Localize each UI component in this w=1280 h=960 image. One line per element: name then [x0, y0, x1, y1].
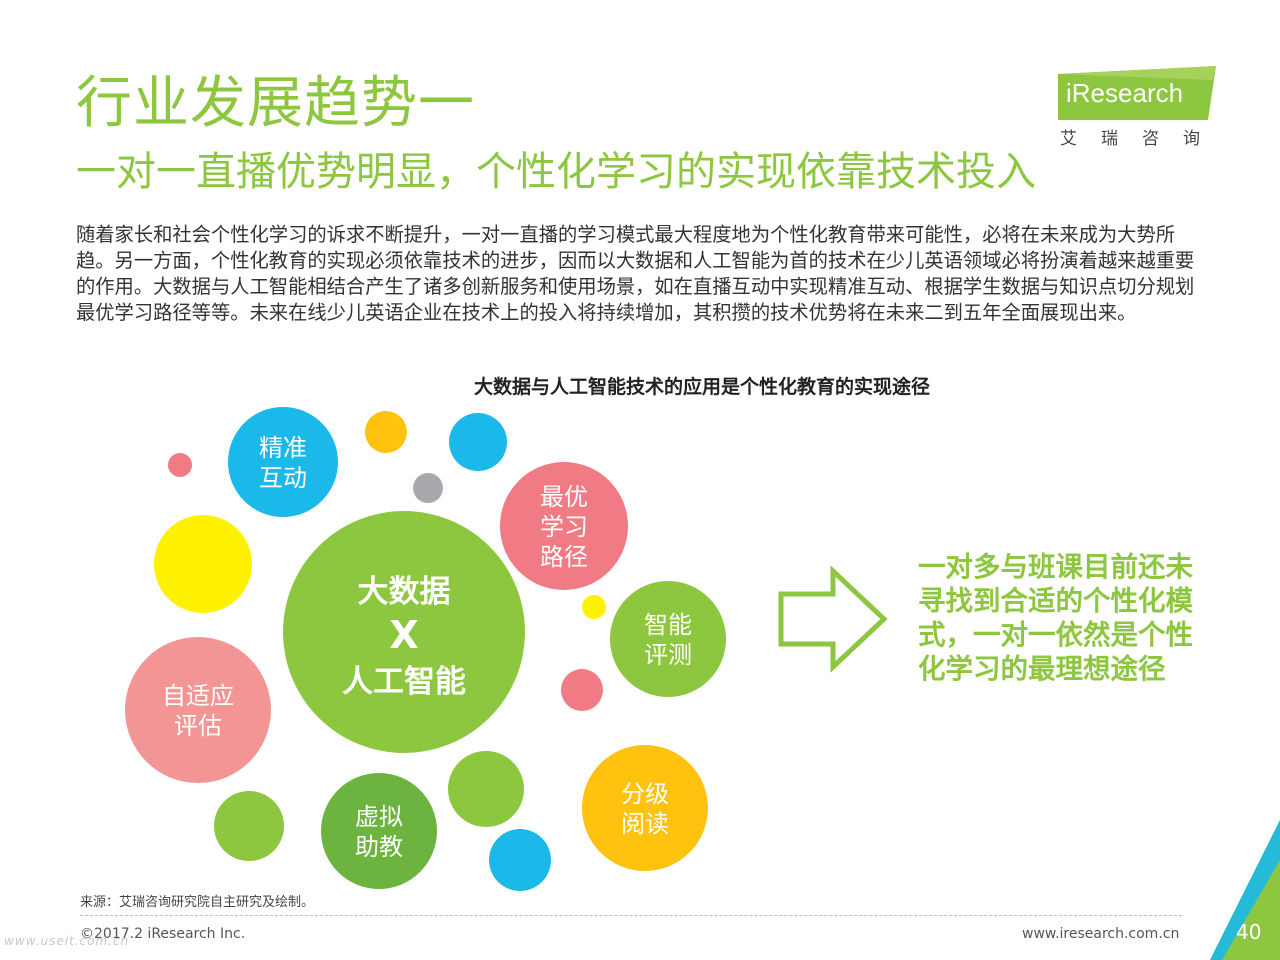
footer-divider: [80, 915, 1182, 916]
bubble-jingzhun-line-2: 互动: [259, 464, 307, 492]
source-note: 来源：艾瑞咨询研究院自主研究及绘制。: [80, 895, 315, 910]
logo-wordmark: iResearch: [1066, 78, 1184, 108]
website-link[interactable]: www.iresearch.com.cn: [1022, 926, 1180, 942]
conclusion-text: 一对多与班课目前还未寻找到合适的个性化模式，一对一依然是个性化学习的最理想途径: [918, 551, 1193, 685]
center-bubble: [283, 511, 525, 753]
bubble-jingzhun: [228, 407, 338, 517]
bubble-xuni-line-1: 虚拟: [355, 803, 403, 831]
copyright: ©2017.2 iResearch Inc.: [80, 926, 246, 942]
iresearch-logo: iResearch 艾瑞咨询: [1058, 66, 1218, 150]
bubble-xuni: [321, 773, 437, 889]
bubble-zuiyou: [500, 462, 628, 590]
decor-circle: [448, 751, 524, 827]
bubble-zishiying-line-1: 自适应: [162, 682, 234, 710]
logo-banner: [1058, 66, 1216, 120]
logo-chinese: 艾瑞咨询: [1060, 129, 1224, 149]
right-arrow-icon: [778, 565, 888, 673]
corner-decoration: [1210, 820, 1280, 960]
watermark: www.useit.com.cn: [4, 934, 130, 948]
decor-circle: [214, 791, 284, 861]
decor-circle: [582, 595, 606, 619]
decor-circle: [449, 413, 507, 471]
bubble-xuni-line-2: 助教: [355, 833, 403, 861]
page-title: 行业发展趋势一: [76, 71, 475, 136]
decor-circle: [489, 829, 551, 891]
decor-circle: [154, 515, 252, 613]
bubble-zuiyou-line-1: 最优: [540, 483, 588, 511]
bubble-zhineng-line-1: 智能: [644, 611, 692, 639]
bubble-fenji-line-1: 分级: [621, 780, 669, 808]
bubble-jingzhun-line-1: 精准: [259, 434, 307, 462]
bubble-zuiyou-line-2: 学习: [540, 513, 588, 541]
center-line-2: X: [389, 613, 418, 657]
bubble-zhineng: [610, 581, 726, 697]
bubble-zuiyou-line-3: 路径: [540, 543, 588, 571]
bubble-zhineng-line-2: 评测: [644, 641, 692, 669]
decor-circle: [168, 453, 192, 477]
decor-circle: [365, 411, 407, 453]
bubble-zishiying-line-2: 评估: [174, 712, 222, 740]
page-subtitle: 一对一直播优势明显，个性化学习的实现依靠技术投入: [76, 149, 1036, 195]
decor-circle: [413, 473, 443, 503]
page-number: 40: [1236, 920, 1262, 944]
bubble-fenji-line-2: 阅读: [621, 810, 669, 838]
intro-paragraph: 随着家长和社会个性化学习的诉求不断提升，一对一直播的学习模式最大程度地为个性化教…: [76, 223, 1195, 324]
decor-circle: [561, 669, 603, 711]
center-line-3: 人工智能: [342, 664, 466, 700]
diagram-title: 大数据与人工智能技术的应用是个性化教育的实现途径: [473, 376, 930, 398]
bubble-zishiying: [125, 637, 271, 783]
center-line-1: 大数据: [358, 574, 451, 610]
bubble-fenji: [582, 745, 708, 871]
